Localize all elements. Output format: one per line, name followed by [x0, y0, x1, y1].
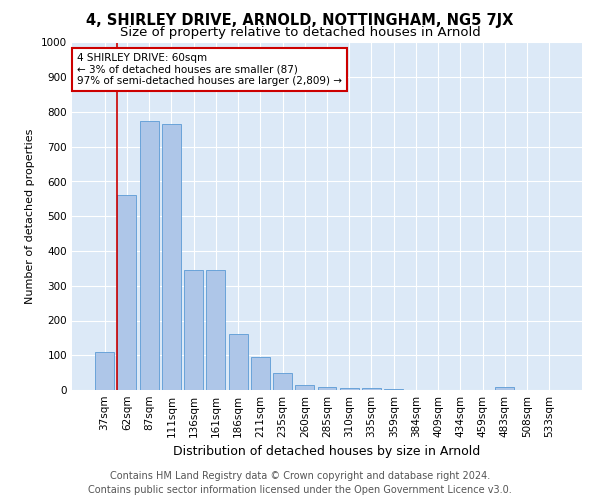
X-axis label: Distribution of detached houses by size in Arnold: Distribution of detached houses by size … — [173, 446, 481, 458]
Bar — [229, 334, 248, 390]
Text: 4, SHIRLEY DRIVE, ARNOLD, NOTTINGHAM, NG5 7JX: 4, SHIRLEY DRIVE, ARNOLD, NOTTINGHAM, NG… — [86, 12, 514, 28]
Bar — [273, 372, 292, 390]
Bar — [317, 386, 337, 390]
Y-axis label: Number of detached properties: Number of detached properties — [25, 128, 35, 304]
Text: Contains HM Land Registry data © Crown copyright and database right 2024.
Contai: Contains HM Land Registry data © Crown c… — [88, 471, 512, 495]
Text: 4 SHIRLEY DRIVE: 60sqm
← 3% of detached houses are smaller (87)
97% of semi-deta: 4 SHIRLEY DRIVE: 60sqm ← 3% of detached … — [77, 53, 342, 86]
Bar — [295, 385, 314, 390]
Bar — [95, 352, 114, 390]
Text: Size of property relative to detached houses in Arnold: Size of property relative to detached ho… — [119, 26, 481, 39]
Bar — [340, 388, 359, 390]
Bar — [496, 386, 514, 390]
Bar — [162, 124, 181, 390]
Bar — [251, 357, 270, 390]
Bar — [362, 388, 381, 390]
Bar — [140, 120, 158, 390]
Bar — [184, 270, 203, 390]
Bar — [118, 196, 136, 390]
Bar — [206, 270, 225, 390]
